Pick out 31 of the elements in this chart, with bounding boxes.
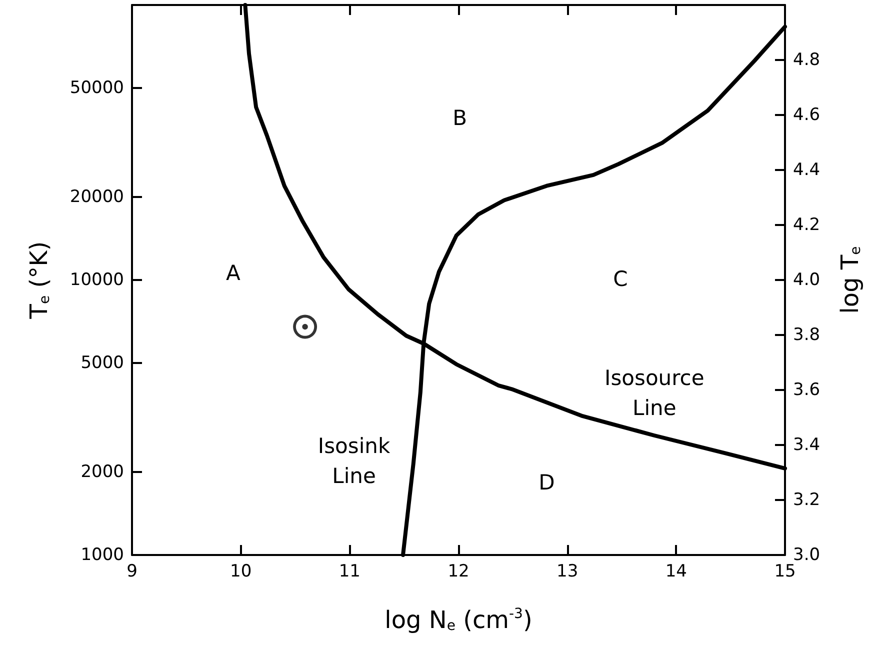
annotation: C [613, 266, 628, 291]
y2-tick-label: 4.0 [793, 270, 820, 290]
y-tick-label: 5000 [80, 352, 124, 373]
x-tick-label: 13 [556, 562, 578, 582]
x-tick-label: 10 [230, 562, 252, 582]
annotation: D [538, 470, 555, 494]
y-axis-title: Te (°K) [25, 241, 53, 320]
y2-tick-label: 4.8 [793, 50, 820, 70]
annotation: Isosource Line [604, 366, 704, 420]
y2-tick-label: 3.0 [793, 545, 820, 565]
y-tick-label: 20000 [70, 187, 124, 208]
x-tick-label: 14 [665, 562, 687, 582]
annotation: Isosink Line [318, 434, 391, 488]
y-tick-label: 10000 [70, 270, 124, 290]
annotation: A [226, 260, 242, 285]
y2-tick-label: 4.6 [793, 105, 820, 125]
x-tick-label: 15 [774, 562, 796, 582]
annotation: B [452, 106, 468, 130]
y2-tick-label: 3.6 [793, 380, 820, 400]
x-tick-label: 11 [338, 562, 360, 582]
y2-tick-label: 3.4 [793, 435, 820, 455]
y2-tick-label: 4.4 [793, 160, 820, 180]
x-tick-label: 12 [448, 562, 470, 582]
y-tick-label: 50000 [70, 78, 124, 98]
y-tick-label: 1000 [80, 545, 124, 565]
x-tick-label: 9 [126, 562, 138, 582]
y2-tick-label: 3.2 [793, 490, 820, 510]
y2-tick-label: 3.8 [793, 325, 820, 345]
y-tick-label: 2000 [80, 462, 124, 482]
y2-axis-title: log Te [836, 246, 864, 314]
y2-tick-label: 4.2 [793, 215, 820, 235]
